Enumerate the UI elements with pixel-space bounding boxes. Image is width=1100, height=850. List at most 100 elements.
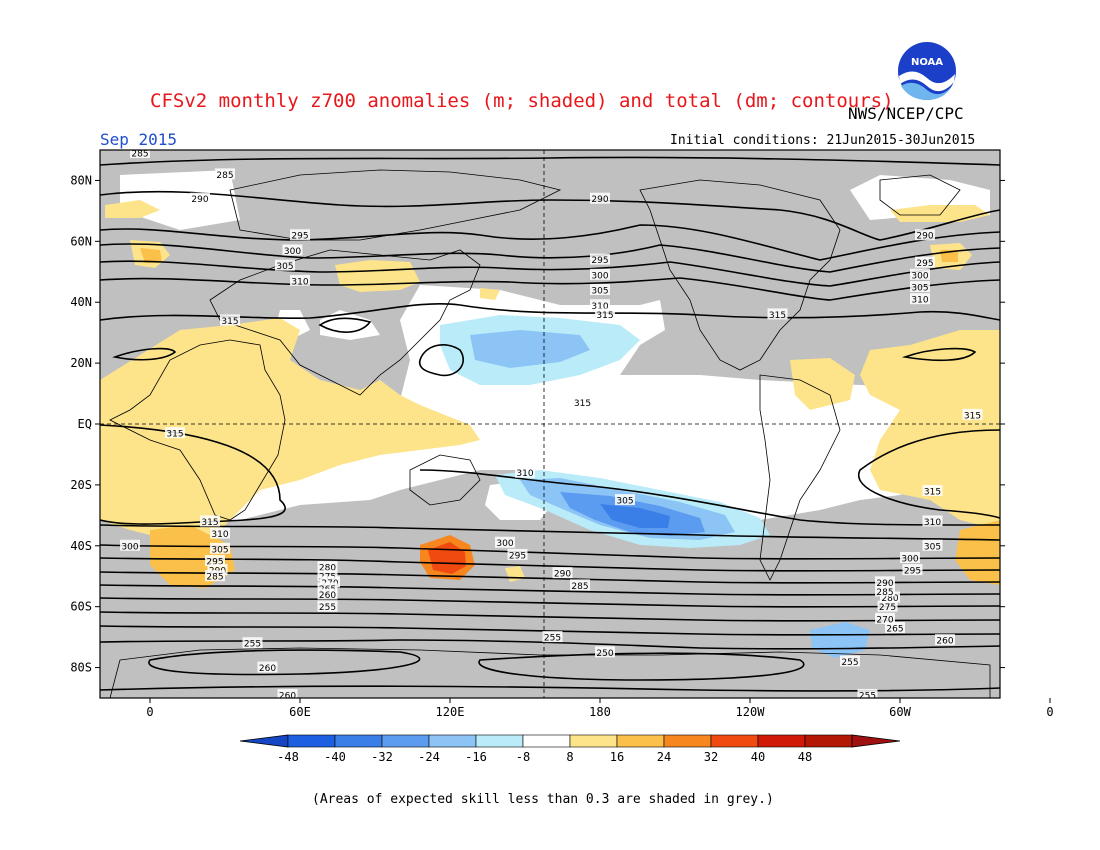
- contour-label: 285: [571, 582, 588, 592]
- colorbar: -48 -40 -32 -24 -16 -8 8 16 24 32 40 48: [239, 734, 901, 764]
- contour-label-background: [910, 281, 930, 292]
- initial-conditions-label: Initial conditions: 21Jun2015-30Jun2015: [670, 133, 976, 148]
- colorbar-label: 40: [751, 750, 765, 764]
- contour-label: 315: [769, 311, 786, 321]
- latitude-tick-label: EQ: [78, 417, 92, 431]
- colorbar-swatch: [757, 734, 806, 748]
- contour-label: 295: [904, 567, 921, 577]
- contour-label-background: [922, 539, 943, 551]
- contour-label-background: [210, 542, 230, 554]
- contour-label-background: [205, 570, 225, 582]
- longitude-tick-label: 120W: [736, 705, 766, 719]
- longitude-tick-label: 60W: [889, 705, 911, 719]
- contour-label: 285: [206, 573, 223, 583]
- contour-label-background: [495, 536, 515, 548]
- skill-footnote: (Areas of expected skill less than 0.3 a…: [312, 792, 774, 807]
- colorbar-swatch: [663, 734, 712, 748]
- contour-label: 300: [591, 271, 608, 281]
- contour-label-background: [207, 564, 228, 576]
- contour-label-background: [200, 515, 220, 527]
- contour-label: 290: [916, 232, 933, 242]
- contour-label-background: [507, 548, 528, 560]
- contour-label-background: [257, 661, 278, 673]
- contour-label-background: [902, 564, 923, 576]
- contour-label: 295: [916, 259, 933, 269]
- colorbar-label: -32: [371, 750, 393, 764]
- contour-label: 260: [936, 637, 953, 647]
- colorbar-swatch: [522, 734, 571, 748]
- colorbar-label: 48: [798, 750, 812, 764]
- contour-label: 305: [276, 262, 293, 272]
- contour-label-background: [275, 259, 295, 271]
- contour-label-background: [320, 576, 340, 588]
- contour-label: 305: [211, 545, 228, 555]
- contour-label-background: [317, 582, 338, 594]
- contour-label-background: [590, 253, 610, 265]
- contour-label-background: [877, 600, 898, 612]
- height-contours: [100, 156, 1000, 692]
- contour-label: 315: [201, 518, 218, 528]
- contour-label-background: [922, 484, 943, 496]
- contour-label: 290: [876, 579, 893, 589]
- colorbar-label: -48: [277, 750, 299, 764]
- contour-label-background: [215, 168, 235, 180]
- contour-label-background: [590, 192, 610, 204]
- colorbar-label: 32: [704, 750, 718, 764]
- colorbar-label: -24: [418, 750, 440, 764]
- latitude-tick-label: 40N: [70, 295, 92, 309]
- contour-label-background: [840, 655, 860, 667]
- colorbar-label: -40: [324, 750, 346, 764]
- contour-label: 310: [211, 530, 228, 540]
- contour-label-background: [875, 576, 895, 588]
- contour-label-background: [210, 527, 230, 539]
- contour-label: 315: [964, 411, 981, 421]
- contour-label-background: [542, 631, 563, 643]
- contour-label-background: [935, 634, 955, 646]
- contour-label-background: [277, 688, 298, 698]
- colorbar-swatch: [428, 734, 477, 748]
- contour-label: 290: [191, 195, 208, 205]
- contour-label-background: [880, 591, 900, 603]
- contour-label: 255: [319, 603, 336, 613]
- contour-label: 310: [924, 518, 941, 528]
- contour-label-background: [595, 646, 615, 658]
- colorbar-swatch: [569, 734, 618, 748]
- contour-label-background: [910, 268, 930, 280]
- contour-label-background: [910, 293, 930, 305]
- colorbar-high-arrow: [851, 734, 901, 748]
- latitude-axis: 80N 60N 40N 20N EQ 20S 40S 60S 80S: [70, 173, 1005, 675]
- contour-label: 310: [516, 469, 533, 479]
- colorbar-label: 8: [566, 750, 573, 764]
- contour-label-background: [317, 561, 338, 573]
- contour-label-background: [857, 688, 878, 698]
- colorbar-label: 24: [657, 750, 671, 764]
- contour-label: 305: [616, 497, 633, 507]
- colorbar-label: -8: [516, 750, 530, 764]
- longitude-axis: 0 60E 120E 180 120W 60W 0: [146, 698, 1054, 719]
- contour-label: 315: [924, 487, 941, 497]
- contour-label-background: [290, 274, 310, 286]
- contour-label: 255: [544, 634, 561, 644]
- noaa-logo-icon: NOAA: [898, 42, 956, 100]
- contour-label: 290: [554, 570, 571, 580]
- contour-label: 295: [206, 558, 223, 568]
- colorbar-low-arrow: [239, 734, 289, 748]
- contour-label-background: [767, 308, 788, 320]
- contour-label: 285: [131, 150, 148, 160]
- contour-label-background: [130, 150, 150, 159]
- contour-label: 290: [591, 195, 608, 205]
- colorbar-swatch: [710, 734, 759, 748]
- contour-label-background: [590, 284, 610, 296]
- contour-label-background: [595, 308, 615, 320]
- contour-label: 310: [591, 302, 608, 312]
- contour-label-background: [165, 427, 185, 439]
- contour-label-background: [590, 299, 610, 311]
- contour-label: 260: [279, 691, 296, 701]
- contour-label: 315: [574, 399, 591, 409]
- colorbar-swatch: [334, 734, 383, 748]
- contour-label-background: [572, 396, 593, 408]
- negative-anomaly-areas: [440, 315, 870, 658]
- contour-label: 250: [596, 649, 613, 659]
- contour-label-background: [290, 229, 310, 241]
